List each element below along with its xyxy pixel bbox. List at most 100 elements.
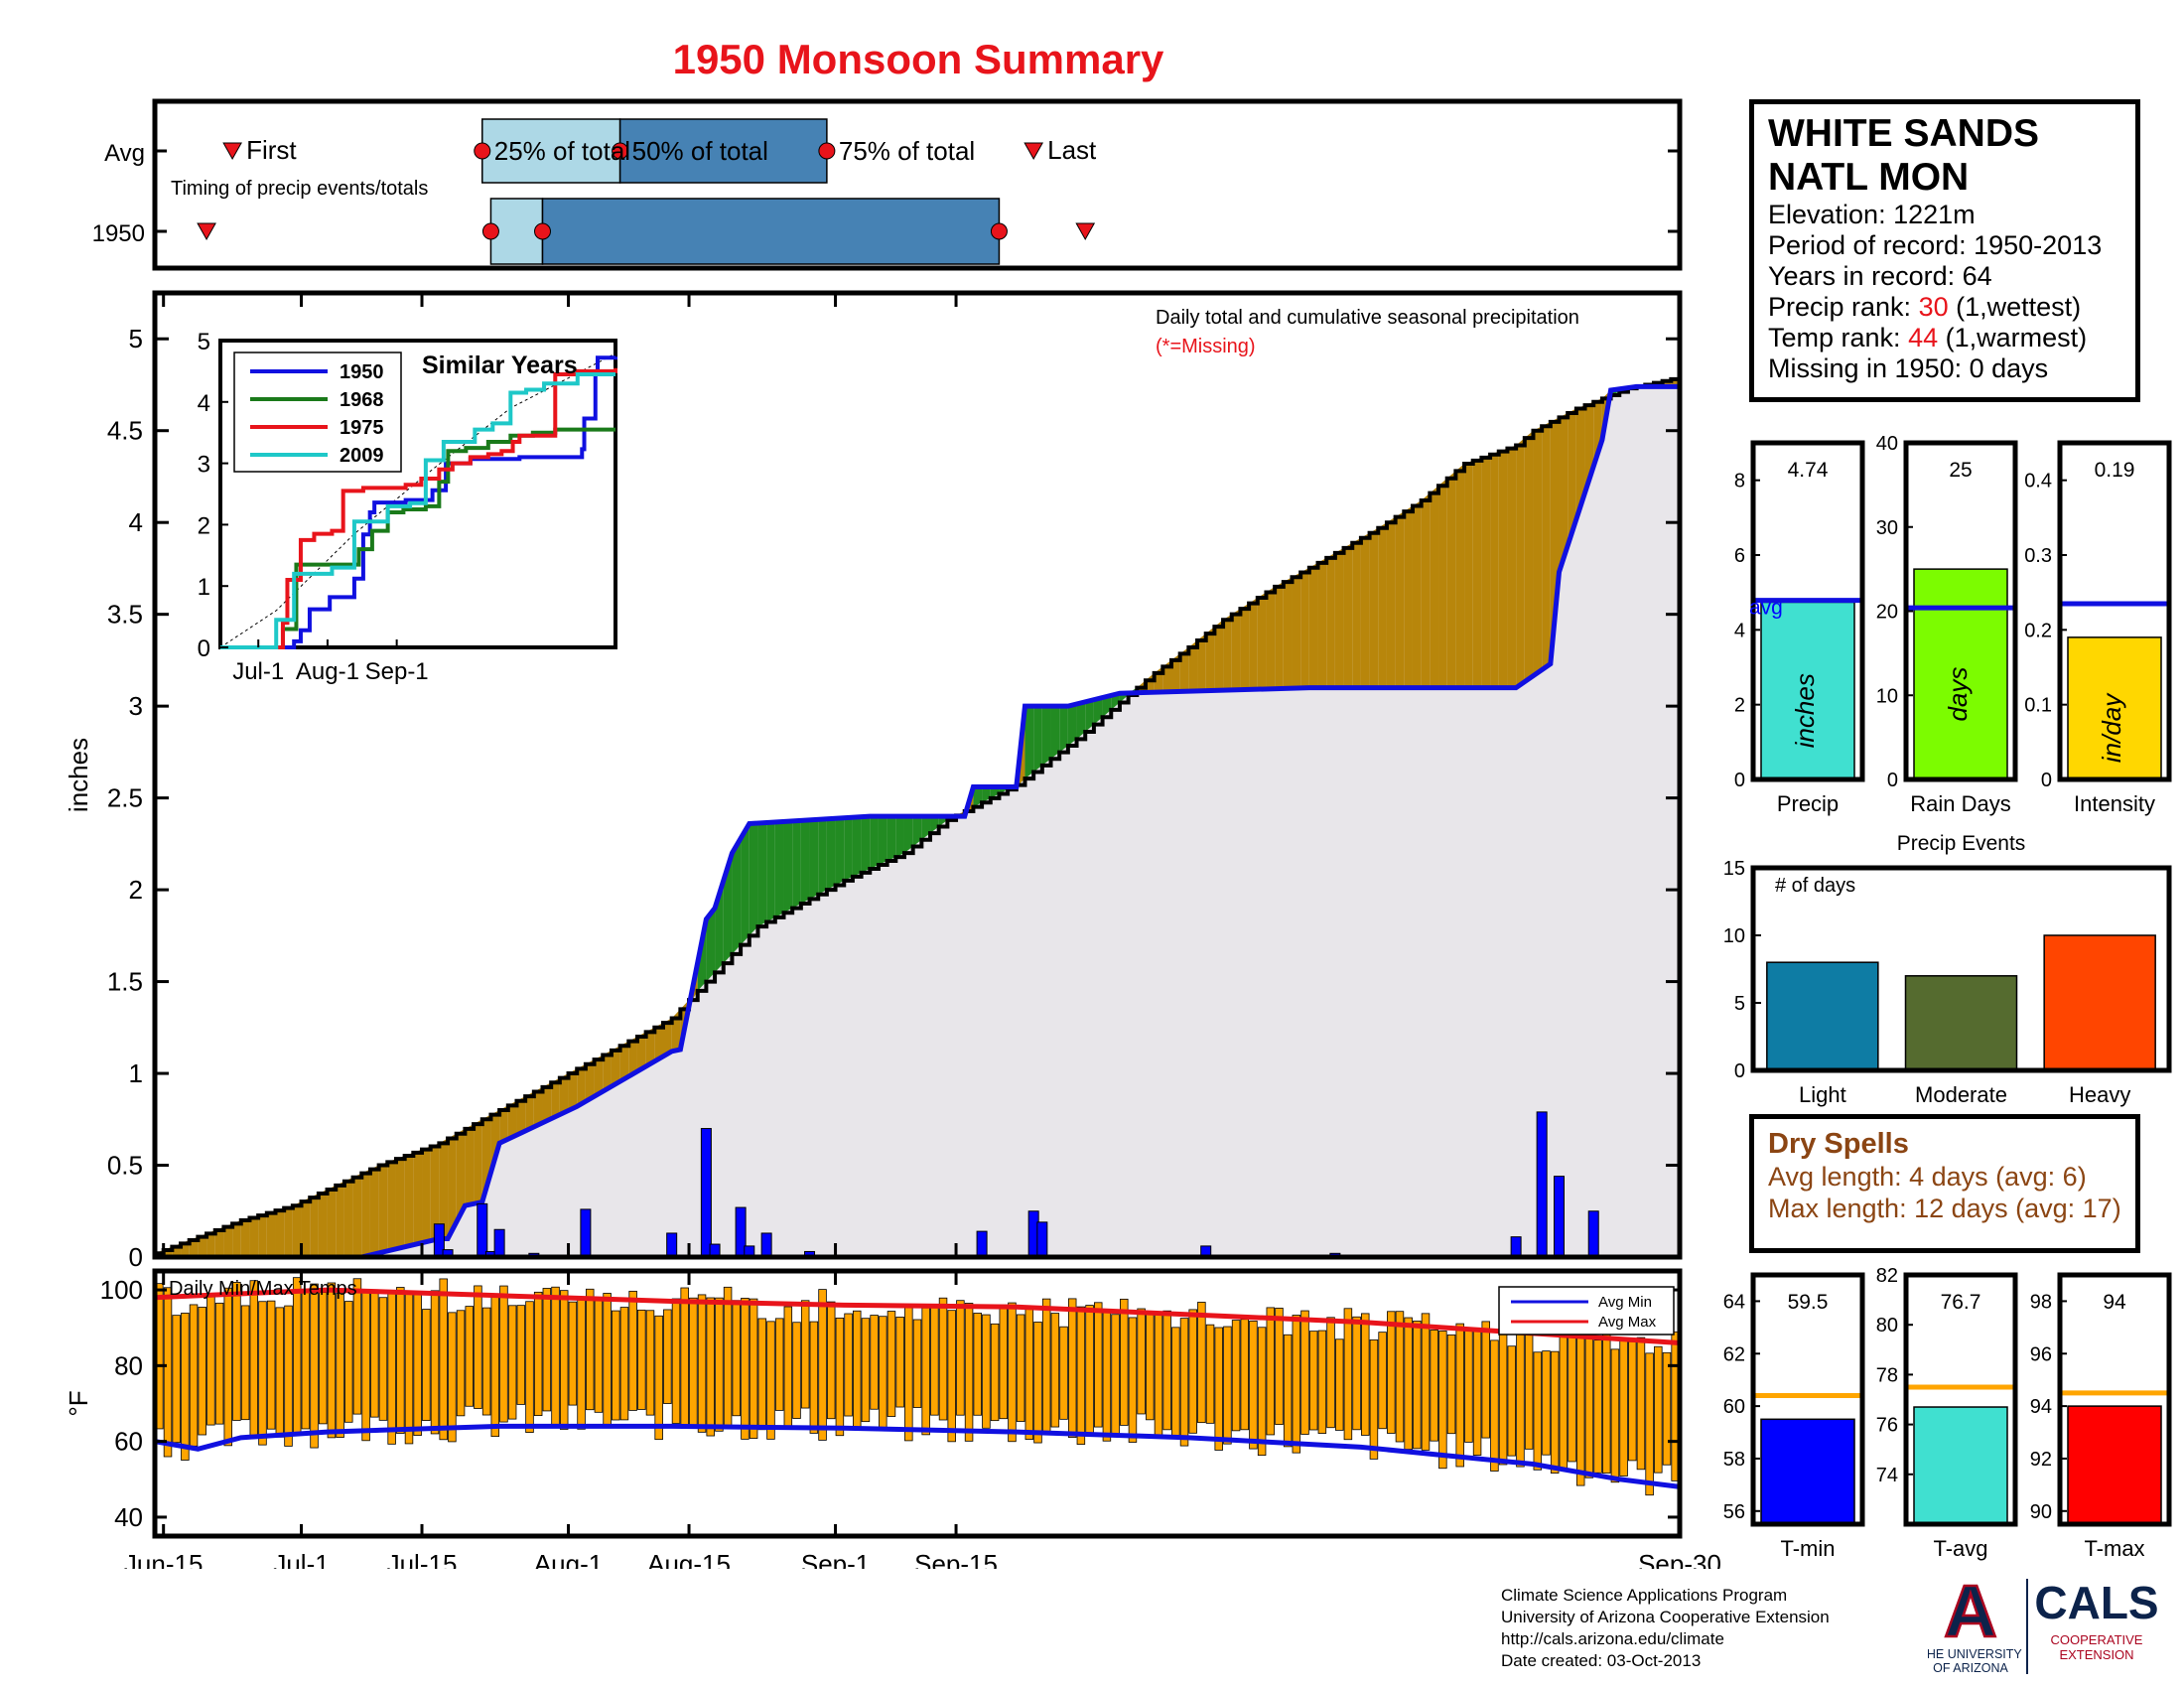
daily-precip-bar: [666, 1232, 678, 1258]
timing-frame: [152, 98, 1683, 271]
inset-series-1975: [220, 367, 617, 649]
daily-temp-bar: [930, 1305, 939, 1416]
total-intensity-bar: [2067, 636, 2162, 780]
avg-min-line: [154, 1423, 1681, 1489]
total-rain-days-y-tick-label: 10: [1876, 685, 1898, 707]
below-average-area: [1266, 586, 1276, 689]
temp-t-max-value: 94: [2103, 1291, 2126, 1314]
above-average-area: [895, 816, 904, 858]
daily-temp-bar: [1300, 1310, 1309, 1435]
temp-rank-label: Temp rank:: [1768, 323, 1909, 352]
precip-rank-note: (1,wettest): [1948, 292, 2082, 322]
below-average-area: [603, 1050, 612, 1092]
daily-temp-bar: [396, 1287, 405, 1434]
temp-t-avg-y-tick-label: 76: [1876, 1415, 1898, 1437]
above-average-area: [1024, 706, 1034, 779]
events-frame-top: [1750, 865, 2172, 1073]
below-average-area: [1568, 408, 1576, 546]
daily-temp-bar: [370, 1292, 379, 1418]
missing-note: (*=Missing): [1156, 336, 1256, 357]
daily-temp-bar: [232, 1282, 241, 1421]
daily-temp-bar: [1102, 1311, 1112, 1442]
inset-y-tick-label: 2: [198, 512, 210, 539]
above-average-area: [990, 786, 1000, 798]
below-average-area: [430, 1143, 440, 1241]
daily-temp-bar: [870, 1315, 879, 1410]
below-average-area: [369, 1165, 379, 1255]
daily-temp-bar: [1516, 1317, 1525, 1468]
daily-temp-bar: [1120, 1298, 1129, 1426]
daily-precip-bar: [580, 1208, 592, 1258]
daily-temp-bar: [973, 1313, 982, 1416]
above-average-area: [1102, 695, 1112, 718]
daily-temp-bar: [1438, 1331, 1447, 1470]
below-average-area: [1446, 471, 1456, 688]
below-average-area: [1257, 592, 1267, 690]
temp-t-avg-y-tick-label: 74: [1876, 1465, 1898, 1486]
daily-temp-bar: [1645, 1352, 1654, 1496]
daily-temp-bar: [1016, 1314, 1025, 1422]
daily-temp-bar: [1050, 1313, 1060, 1428]
below-average-area: [1188, 640, 1198, 692]
below-average-area: [387, 1159, 396, 1251]
daily-temp-bar: [1378, 1332, 1387, 1430]
dry-spells-max: Max length: 12 days (avg: 17): [1768, 1194, 2121, 1223]
below-average-area: [1464, 460, 1473, 688]
temp-t-max-y-tick-label: 96: [2030, 1343, 2052, 1365]
below-average-area: [1308, 562, 1318, 688]
below-average-area: [628, 1037, 637, 1077]
footer-line-4: Date created: 03-Oct-2013: [1501, 1651, 1702, 1670]
total-intensity-y-tick-label: 0.3: [2024, 545, 2052, 567]
below-average-area: [448, 1133, 457, 1239]
below-average-area: [378, 1162, 388, 1253]
daily-precip-bar: [1554, 1176, 1566, 1258]
daily-temp-bar: [645, 1310, 655, 1416]
temp-t-min-frame: [1750, 1272, 1865, 1527]
dry-spells-box: Dry Spells Avg length: 4 days (avg: 6) M…: [1749, 1114, 2140, 1253]
below-average-area: [1559, 412, 1569, 573]
daily-temp-bar: [1024, 1308, 1034, 1440]
daily-temp-bar: [912, 1319, 922, 1408]
temp-t-max-frame: [2057, 1272, 2172, 1527]
daily-precip-bar: [1036, 1221, 1048, 1258]
above-average-area: [1085, 699, 1094, 733]
total-precip-bar-label: inches: [1790, 673, 1820, 748]
daily-temp-bar: [1231, 1320, 1241, 1432]
y-tick-label: 0.5: [107, 1151, 143, 1181]
daily-temp-bar: [774, 1318, 784, 1411]
events-y-tick-label: 10: [1723, 925, 1745, 947]
daily-temp-bar: [1334, 1338, 1344, 1431]
y-tick-label: 2: [129, 875, 143, 905]
daily-precip-bar: [760, 1232, 772, 1258]
inset-x-tick-label: Sep-1: [365, 658, 429, 685]
station-name: WHITE SANDS NATL MON: [1768, 112, 2039, 199]
above-average-area: [757, 822, 767, 927]
total-rain-days-y-tick-label: 30: [1876, 517, 1898, 539]
total-precip-bar: [1760, 601, 1855, 780]
above-average-area: [912, 816, 922, 847]
daily-temp-bar: [1067, 1298, 1077, 1438]
below-average-area: [1275, 582, 1284, 689]
events-category-light: Light: [1799, 1082, 1846, 1107]
daily-temp-bar: [214, 1302, 224, 1425]
below-average-area: [611, 1046, 620, 1087]
inset-y-tick-label: 1: [198, 574, 210, 601]
daily-temp-bar: [749, 1298, 758, 1439]
daily-temp-bar: [904, 1306, 913, 1442]
above-average-area: [1050, 706, 1060, 760]
daily-temp-bar: [172, 1315, 181, 1444]
station-info-box: WHITE SANDS NATL MON Elevation: 1221m Pe…: [1749, 99, 2140, 402]
daily-temp-bar: [1481, 1321, 1490, 1439]
below-average-area: [292, 1201, 302, 1257]
below-average-area: [327, 1185, 337, 1257]
above-average-area: [887, 816, 896, 862]
inset-y-tick-label: 0: [198, 635, 210, 662]
events-category-heavy: Heavy: [2069, 1082, 2130, 1107]
daily-temp-bar: [800, 1300, 810, 1409]
daily-temp-bar: [1326, 1317, 1335, 1429]
daily-temp-bar: [1404, 1317, 1413, 1451]
year-cumulative-line: [155, 383, 1680, 1260]
below-average-area: [1575, 405, 1585, 519]
daily-temp-bar: [1361, 1313, 1370, 1436]
above-average-area: [774, 821, 784, 917]
